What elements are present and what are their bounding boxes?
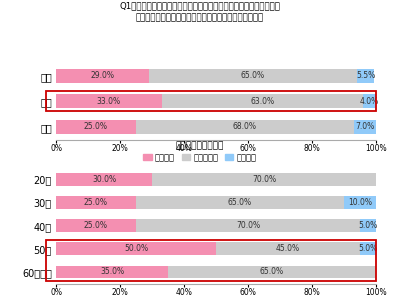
Text: 4.0%: 4.0% [360, 97, 379, 106]
Text: Q1．コロナ禍以降、テレワークの増加や外出自粛に伴う運動不足な: Q1．コロナ禍以降、テレワークの増加や外出自粛に伴う運動不足な [120, 2, 280, 10]
Text: 65.0%: 65.0% [260, 268, 284, 277]
Text: 33.0%: 33.0% [97, 97, 121, 106]
Bar [136, 120, 354, 134]
Bar [152, 173, 376, 186]
Text: 25.0%: 25.0% [84, 122, 108, 131]
Bar [56, 196, 136, 209]
Bar [168, 266, 376, 278]
Bar [360, 242, 376, 255]
Bar [162, 94, 363, 108]
Text: 68.0%: 68.0% [233, 122, 257, 131]
Text: ＜女性（年代別）＞: ＜女性（年代別）＞ [176, 141, 224, 150]
Bar [56, 120, 136, 134]
Bar [360, 219, 376, 232]
Text: 35.0%: 35.0% [100, 268, 124, 277]
Text: 63.0%: 63.0% [250, 97, 274, 106]
Bar [56, 69, 149, 83]
Bar [136, 219, 360, 232]
Bar [56, 219, 136, 232]
Text: 45.0%: 45.0% [276, 244, 300, 253]
Text: 70.0%: 70.0% [252, 175, 276, 184]
Legend: 増加した, 変わらない, 減少した: 増加した, 変わらない, 減少した [140, 150, 260, 165]
Text: 30.0%: 30.0% [92, 175, 116, 184]
Bar [56, 94, 162, 108]
Text: どにより体重の増加を感じましたか？（単回答選択式）: どにより体重の増加を感じましたか？（単回答選択式） [136, 14, 264, 22]
Bar [56, 173, 152, 186]
Bar [136, 196, 344, 209]
Text: 65.0%: 65.0% [241, 71, 265, 80]
Text: 65.0%: 65.0% [228, 198, 252, 207]
Bar [354, 120, 376, 134]
Bar [216, 242, 360, 255]
Text: 7.0%: 7.0% [355, 122, 374, 131]
Text: 5.0%: 5.0% [358, 244, 378, 253]
Text: 29.0%: 29.0% [90, 71, 114, 80]
Text: 50.0%: 50.0% [124, 244, 148, 253]
Bar [149, 69, 357, 83]
Bar [363, 94, 376, 108]
Bar [357, 69, 374, 83]
Bar [56, 242, 216, 255]
Bar [344, 196, 376, 209]
Text: 5.5%: 5.5% [356, 71, 375, 80]
Text: 70.0%: 70.0% [236, 221, 260, 230]
Text: 25.0%: 25.0% [84, 198, 108, 207]
Text: 10.0%: 10.0% [348, 198, 372, 207]
Bar [56, 266, 168, 278]
Text: 5.0%: 5.0% [358, 221, 378, 230]
Text: 25.0%: 25.0% [84, 221, 108, 230]
